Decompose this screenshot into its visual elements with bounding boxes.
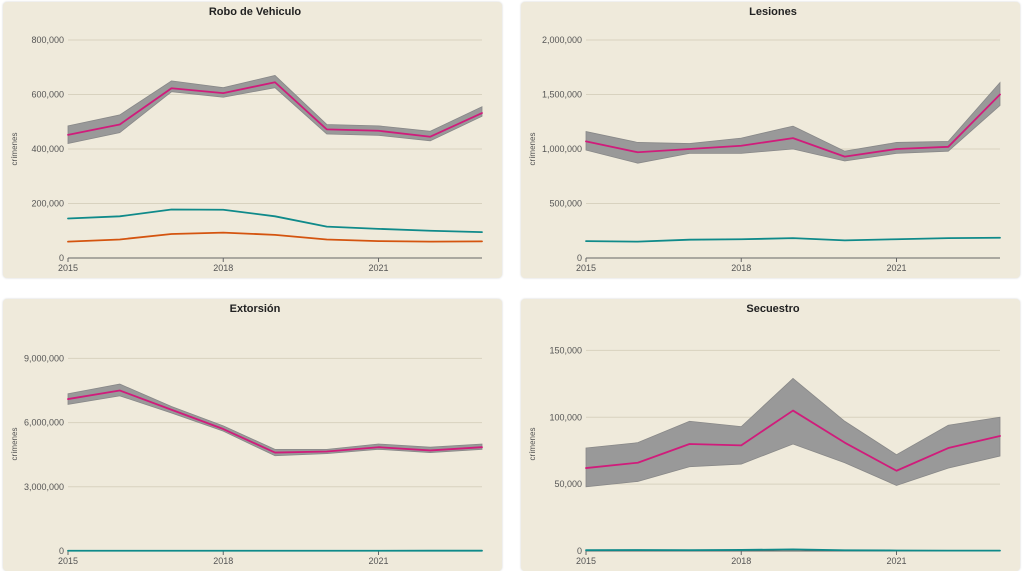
y-tick-label: 0: [59, 546, 64, 556]
x-tick-label: 2018: [213, 556, 233, 566]
chart-panel-robo-de-vehiculo: Robo de Vehiculo 0 200,000 400,000 600,000 80…: [3, 2, 502, 278]
series-line-1: [585, 93, 1001, 158]
x-tick-label: 2015: [58, 263, 78, 273]
series-line-2: [585, 236, 1001, 243]
x-tick-label: 2021: [368, 556, 388, 566]
chart-lesiones: Lesiones 0 500,000 1,000,000 1,500,000 2,000,…: [528, 6, 1001, 273]
y-tick-label: 0: [59, 253, 64, 263]
y-tick-label: 800,000: [31, 35, 64, 45]
y-tick-label: 9,000,000: [24, 353, 64, 363]
series-line-1: [67, 389, 483, 454]
y-tick-label: 0: [577, 253, 582, 263]
confidence-band: [585, 81, 1001, 164]
y-tick-label: 2,000,000: [542, 35, 582, 45]
y-tick-label: 150,000: [549, 345, 582, 355]
x-tick-label: 2018: [213, 263, 233, 273]
y-tick-label: 400,000: [31, 144, 64, 154]
series-line-2: [585, 548, 1001, 552]
y-tick-label: 600,000: [31, 90, 64, 100]
chart-secuestro: Secuestro 0 50,000 100,000 150,000 crímenes 20…: [528, 303, 1001, 566]
x-tick-label: 2015: [576, 556, 596, 566]
chart-panel-extorsion: Extorsión 0 3,000,000 6,000,000 9,000,000 crí…: [3, 299, 502, 571]
x-tick-label: 2021: [886, 556, 906, 566]
confidence-band: [67, 74, 483, 145]
series-line-2: [67, 208, 483, 234]
chart-title: Robo de Vehiculo: [209, 6, 302, 18]
y-tick-label: 1,000,000: [542, 144, 582, 154]
y-axis-label: crímenes: [528, 428, 537, 461]
chart-title: Secuestro: [746, 303, 799, 315]
y-tick-label: 6,000,000: [24, 418, 64, 428]
y-axis-label: crímenes: [10, 133, 19, 166]
confidence-band: [585, 377, 1001, 488]
series-line-3: [67, 231, 483, 243]
chart-panel-secuestro: Secuestro 0 50,000 100,000 150,000 crímenes 20…: [521, 299, 1020, 571]
y-tick-label: 1,500,000: [542, 90, 582, 100]
chart-extorsion: Extorsión 0 3,000,000 6,000,000 9,000,000 crí…: [10, 303, 483, 566]
x-tick-label: 2015: [576, 263, 596, 273]
chart-robo-de-vehiculo: Robo de Vehiculo 0 200,000 400,000 600,000 80…: [10, 6, 483, 273]
confidence-band: [67, 383, 483, 457]
y-tick-label: 100,000: [549, 412, 582, 422]
chart-title: Extorsión: [230, 303, 281, 315]
chart-panel-lesiones: Lesiones 0 500,000 1,000,000 1,500,000 2,000,…: [521, 2, 1020, 278]
y-tick-label: 50,000: [554, 479, 582, 489]
x-tick-label: 2018: [731, 263, 751, 273]
y-tick-label: 0: [577, 546, 582, 556]
x-tick-label: 2015: [58, 556, 78, 566]
y-tick-label: 500,000: [549, 199, 582, 209]
x-tick-label: 2021: [368, 263, 388, 273]
x-tick-label: 2021: [886, 263, 906, 273]
y-tick-label: 200,000: [31, 199, 64, 209]
y-axis-label: crímenes: [10, 428, 19, 461]
series-line-1: [67, 81, 483, 138]
x-tick-label: 2018: [731, 556, 751, 566]
chart-title: Lesiones: [749, 6, 797, 18]
series-line-1: [585, 409, 1001, 472]
y-axis-label: crímenes: [528, 133, 537, 166]
y-tick-label: 3,000,000: [24, 482, 64, 492]
